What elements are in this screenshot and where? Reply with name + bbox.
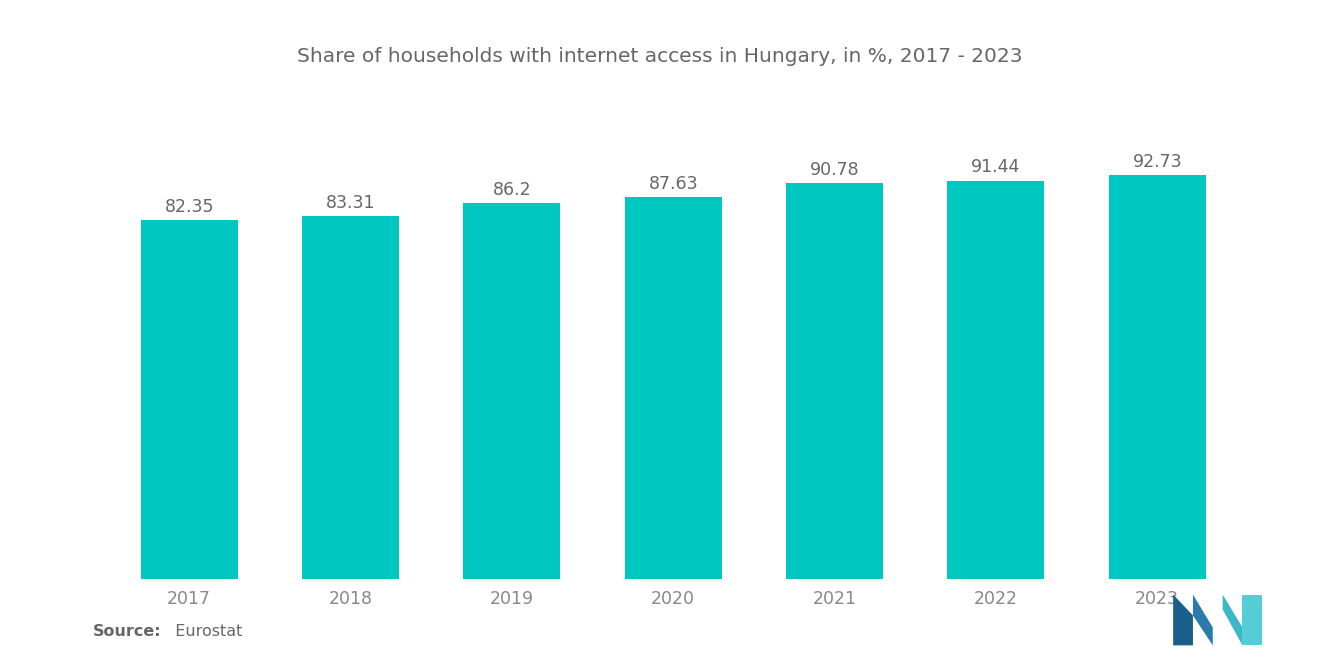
Text: Source:: Source: — [92, 624, 161, 639]
Bar — [302, 216, 399, 579]
Polygon shape — [1173, 595, 1193, 645]
Bar — [624, 197, 722, 579]
Bar — [787, 184, 883, 579]
Text: 87.63: 87.63 — [648, 175, 698, 193]
Text: Share of households with internet access in Hungary, in %, 2017 - 2023: Share of households with internet access… — [297, 47, 1023, 66]
Polygon shape — [1193, 595, 1213, 645]
Text: 83.31: 83.31 — [326, 194, 375, 211]
Polygon shape — [1242, 595, 1262, 645]
Bar — [948, 180, 1044, 579]
Bar — [141, 220, 238, 579]
Text: 90.78: 90.78 — [809, 161, 859, 179]
Bar — [1109, 175, 1205, 579]
Text: 92.73: 92.73 — [1133, 152, 1181, 170]
Text: 82.35: 82.35 — [165, 198, 214, 215]
Text: 86.2: 86.2 — [492, 181, 531, 199]
Text: 91.44: 91.44 — [972, 158, 1020, 176]
Bar — [463, 203, 560, 579]
Polygon shape — [1222, 595, 1242, 645]
Text: Eurostat: Eurostat — [165, 624, 243, 639]
